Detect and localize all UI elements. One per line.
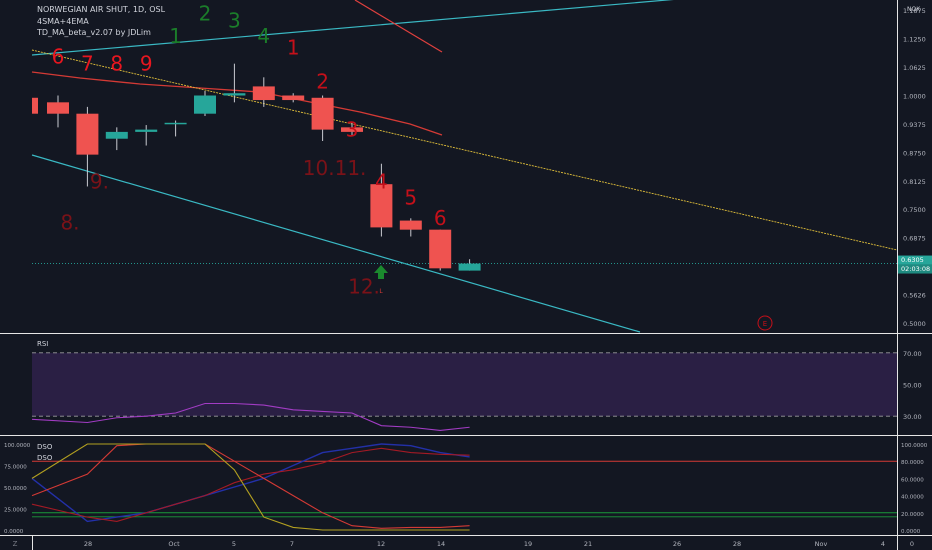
td-count-label: 1 [169,24,182,48]
earnings-icon [757,315,773,331]
dso-right-tick: 40.0000 [901,495,924,501]
signal-label: L [379,288,383,295]
rsi-label: RSI [37,340,48,348]
last-price-value: 0.6305 [901,256,924,264]
td-count-label: 3 [346,117,359,141]
td-count-label: 7 [81,51,94,75]
price-tick: 1.1875 [903,7,926,15]
td-count-label: 2 [316,70,329,94]
dso-label-1: DSO [37,443,53,451]
candle-up [164,122,187,125]
rsi-tick: 70.00 [903,350,922,358]
time-tick: 28 [733,540,741,548]
candle-down [370,184,393,228]
td-count-label: 5 [404,186,417,210]
dso-right-tick: 60.0000 [901,477,924,483]
time-tick: 26 [673,540,681,548]
dso-left-tick: 25.0000 [4,508,27,514]
td-count-label: 4 [257,24,270,48]
candle-down [429,229,452,269]
buy-arrow-icon [374,265,388,279]
last-price-badge [898,255,932,265]
indicator-sma-ema: 4SMA+4EMA [37,17,89,26]
td-count-label: 8 [110,51,123,75]
time-tick: 0 [910,540,914,548]
price-tick: 0.8750 [903,149,926,157]
price-tick: 1.1250 [903,36,926,44]
time-tick: Nov [815,540,828,548]
time-tick: 12 [377,540,385,548]
td-count-label: 6 [52,45,65,69]
rsi-tick: 30.00 [903,413,922,421]
earnings-label: E [763,320,767,328]
ma-line-yellow [31,49,898,251]
dso-right-tick: 100.0000 [901,443,928,449]
candle-up [105,131,128,139]
currency-label: NOK [907,6,921,13]
td-setup-label: 12. [348,274,380,298]
td-count-label: 1 [287,36,300,60]
td-count-label: 9 [140,51,153,75]
dso-green-line [31,443,470,531]
time-tick: 5 [232,540,236,548]
dso-label-2: DSO [37,454,53,462]
dso-right-tick: 20.0000 [901,512,924,518]
countdown-badge [898,264,932,274]
rsi-band [32,352,897,417]
price-tick: 1.0000 [903,93,926,101]
trend-line-lower [31,154,641,333]
price-tick: 0.7500 [903,206,926,214]
trend-line-red-short [354,0,443,53]
candle-down [311,97,334,130]
td-count-label: 3 [228,8,241,32]
candle-up [458,263,481,271]
rsi-line [31,402,470,431]
td-setup-label: 9. [90,170,109,194]
time-tick: 19 [524,540,532,548]
candle-up [135,129,158,132]
candle-down [47,102,69,114]
price-tick: 0.5626 [903,291,926,299]
candle-up [223,93,246,96]
trend-line-upper [31,0,674,56]
price-tick: 0.8125 [903,178,926,186]
dso-darkred-line [31,447,470,522]
candle-down [32,97,38,114]
dso-left-tick: 100.0000 [4,443,31,449]
symbol-title: NORWEGIAN AIR SHUT, 1D, OSL [37,5,166,14]
time-tick: Oct [168,540,180,548]
td-count-label: 2 [199,1,212,25]
price-tick: 0.6875 [903,235,926,243]
td-count-label: 4 [375,170,388,194]
rsi-tick: 50.00 [903,382,922,390]
candle-down [76,113,99,155]
indicator-td-ma: TD_MA_beta_v2.07 by JDLim [37,28,151,37]
dso-left-tick: 0.0000 [4,529,24,535]
time-tick: 14 [437,540,445,548]
td-setup-label: 10.11. [303,156,367,180]
dso-right-tick: 80.0000 [901,460,924,466]
countdown-value: 02:03:08 [901,265,930,273]
candle-down [399,220,422,230]
time-tick: 7 [290,540,294,548]
td-count-label: 6 [434,206,447,230]
dso-blue-line [31,443,470,523]
candle-down [341,127,363,132]
td-setup-label: 8. [60,211,79,235]
dso-left-tick: 75.0000 [4,465,27,471]
price-tick: 0.5000 [903,320,926,328]
time-tick: 21 [584,540,592,548]
time-tick: 28 [84,540,92,548]
candle-up [194,95,216,114]
candle-down [282,95,305,101]
dso-red-line [31,443,470,529]
time-tick: 4 [881,540,885,548]
dso-left-tick: 50.0000 [4,486,27,492]
price-tick: 1.0625 [903,64,926,72]
candle-down [252,86,275,101]
dso-right-tick: 0.0000 [901,529,921,535]
timezone-label: Z [13,540,18,548]
price-tick: 0.9375 [903,121,926,129]
